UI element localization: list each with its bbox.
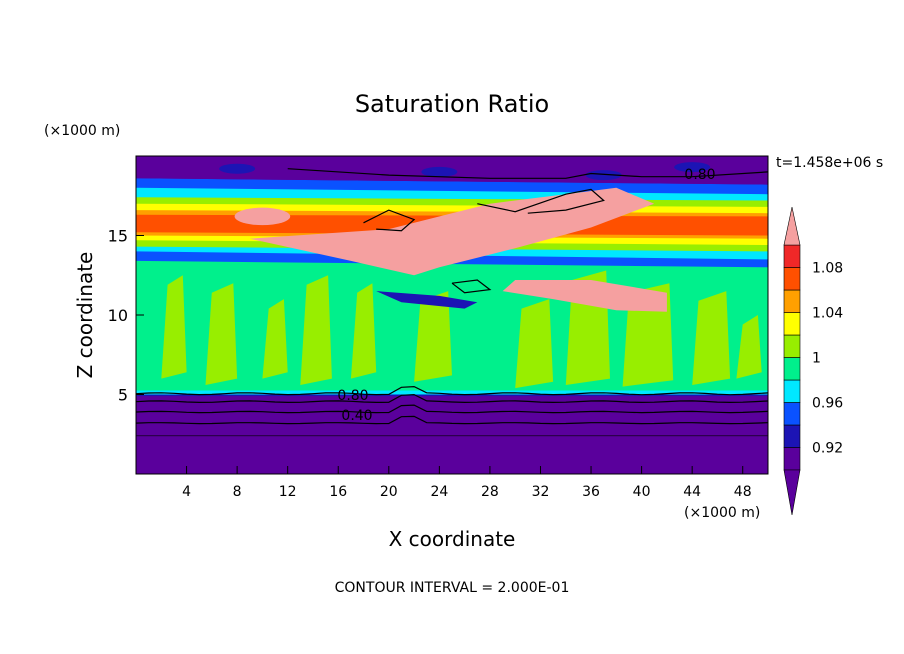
chart-title: Saturation Ratio xyxy=(355,90,549,118)
colorbar-bottom-arrow xyxy=(783,469,801,516)
colorbar-label-2: 1 xyxy=(812,351,821,367)
colorbar-swatch-5 xyxy=(783,334,801,358)
colorbar-swatch-0 xyxy=(783,447,801,471)
x-tick-label-10: 44 xyxy=(683,484,701,500)
y-axis: 5 10 15 xyxy=(108,227,144,405)
colorbar-label-3: 1.04 xyxy=(812,306,843,322)
band-streak-4 xyxy=(350,283,377,379)
x-tick-label-3: 16 xyxy=(329,484,347,500)
contour-interval-footer: CONTOUR INTERVAL = 2.000E-01 xyxy=(335,580,570,596)
x-tick-label-8: 36 xyxy=(582,484,600,500)
contour-line-base xyxy=(136,385,768,396)
time-label: t=1.458e+06 s xyxy=(776,155,883,171)
band-pink-lower xyxy=(502,280,667,312)
contour-label-0: 0.80 xyxy=(684,167,715,183)
y-unit-label: (×1000 m) xyxy=(44,123,120,139)
x-tick-label-2: 12 xyxy=(279,484,297,500)
band-top-blob-0 xyxy=(219,163,256,174)
band-streak-3 xyxy=(300,275,332,385)
band-streak-10 xyxy=(736,315,762,379)
x-tick-label-11: 48 xyxy=(734,484,752,500)
band-base-edge xyxy=(136,390,768,395)
band-streak-0 xyxy=(161,275,187,379)
contour-lines xyxy=(136,168,768,437)
plot-area xyxy=(136,156,768,474)
colorbar: 0.92 0.96 1 1.04 1.08 xyxy=(783,206,843,516)
contour-line-080 xyxy=(136,393,768,404)
colorbar-label-0: 0.92 xyxy=(812,441,843,457)
colorbar-swatch-1 xyxy=(783,424,801,448)
colorbar-swatch-4 xyxy=(783,357,801,381)
band-streak-2 xyxy=(262,299,288,379)
y-tick-label-0: 5 xyxy=(118,386,128,405)
x-tick-label-6: 28 xyxy=(481,484,499,500)
x-unit-label: (×1000 m) xyxy=(684,505,760,521)
contour-line-top xyxy=(287,168,768,179)
band-top-blob-1 xyxy=(421,166,458,177)
colorbar-swatch-2 xyxy=(783,402,801,426)
x-tick-label-0: 4 xyxy=(182,484,191,500)
x-tick-label-4: 20 xyxy=(380,484,398,500)
contour-line-060 xyxy=(136,404,768,414)
contour-line-040 xyxy=(136,415,768,425)
y-tick-label-2: 15 xyxy=(108,227,128,246)
x-axis-title: X coordinate xyxy=(389,527,516,551)
contour-labels: 0.80 0.80 0.40 xyxy=(337,167,715,424)
colorbar-swatch-9 xyxy=(783,244,801,268)
band-streak-1 xyxy=(205,283,238,385)
band-pink-blob xyxy=(234,207,291,226)
x-tick-label-5: 24 xyxy=(430,484,448,500)
band-top-blob-3 xyxy=(674,162,711,173)
y-tick-label-1: 10 xyxy=(108,306,128,325)
colorbar-top-arrow xyxy=(783,206,801,246)
band-streak-5 xyxy=(414,291,452,382)
band-top-blob-2 xyxy=(585,170,622,181)
colorbar-swatch-8 xyxy=(783,267,801,291)
contour-line-pink-b xyxy=(363,209,416,232)
x-tick-label-1: 8 xyxy=(233,484,242,500)
band-pink-wedge xyxy=(249,187,655,276)
colorbar-swatch-3 xyxy=(783,379,801,403)
contour-line-pink-a xyxy=(477,188,605,214)
colorbar-swatch-6 xyxy=(783,312,801,336)
band-dry-patch xyxy=(376,291,478,309)
contour-label-1: 0.80 xyxy=(337,388,368,404)
x-tick-label-7: 32 xyxy=(532,484,550,500)
contour-fill-bands xyxy=(136,156,768,474)
colorbar-label-1: 0.96 xyxy=(812,396,843,412)
band-streak-9 xyxy=(692,291,731,385)
colorbar-label-4: 1.08 xyxy=(812,261,843,277)
colorbar-swatch-7 xyxy=(783,289,801,313)
x-tick-label-9: 40 xyxy=(633,484,651,500)
contour-label-2: 0.40 xyxy=(341,408,372,424)
contour-line-pink-c xyxy=(451,279,492,294)
band-streak-6 xyxy=(515,299,554,389)
band-base-edge-dark xyxy=(136,394,768,397)
y-axis-title: Z coordinate xyxy=(73,252,97,379)
x-axis: 4 8 12 16 20 24 28 32 36 40 44 48 xyxy=(182,466,752,500)
